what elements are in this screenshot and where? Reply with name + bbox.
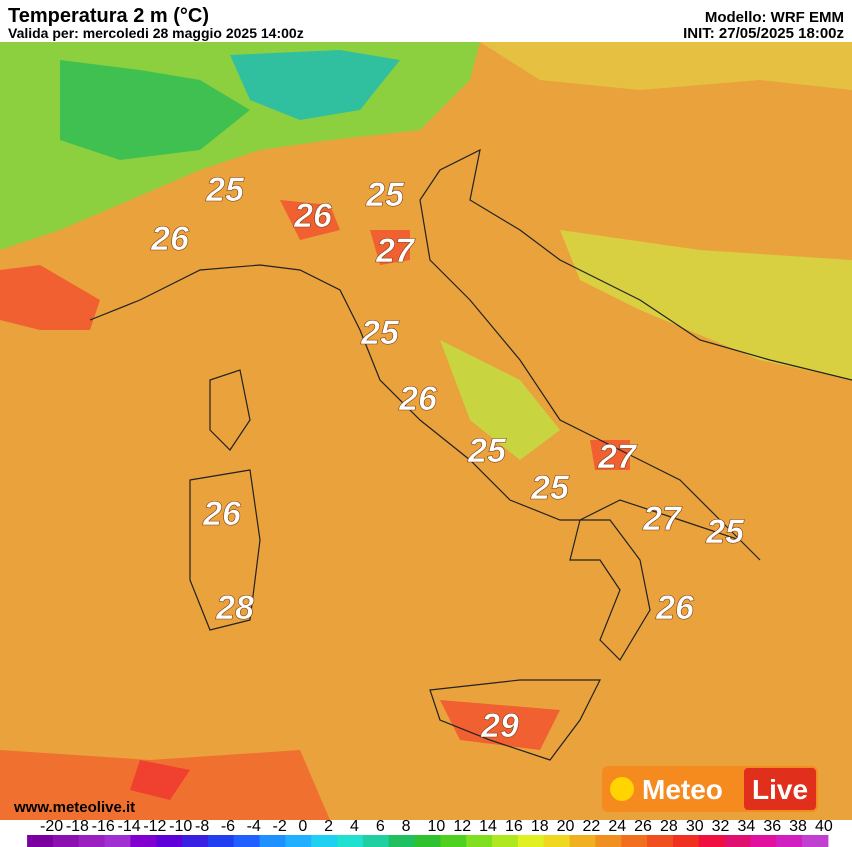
title: Temperatura 2 m (°C) xyxy=(8,5,209,27)
city-labels: 25 26 26 25 27 25 26 25 27 25 27 25 26 28 26 29 xyxy=(150,171,746,746)
colorbar-swatch xyxy=(724,835,751,847)
colorbar-label: -2 xyxy=(273,818,287,835)
colorbar-swatch xyxy=(311,835,338,847)
colorbar-label: 4 xyxy=(350,818,359,835)
colorbar-label: -18 xyxy=(66,818,89,835)
colorbar-swatch xyxy=(362,835,390,847)
temperature-label: 27 xyxy=(597,438,638,476)
colorbar-swatch xyxy=(27,835,54,847)
colorbar-swatch xyxy=(647,835,674,847)
colorbar: -20 -18 -16 -14 -12 -10 -8 -6 -4 -2 0 2 4 6 8 10 12 14 16 1… xyxy=(27,818,833,847)
colorbar-label: 32 xyxy=(712,818,730,835)
colorbar-swatch xyxy=(750,835,777,847)
colorbar-label: -4 xyxy=(247,818,261,835)
colorbar-swatch xyxy=(543,835,571,847)
coastlines xyxy=(89,148,852,761)
colorbar-label: -12 xyxy=(143,818,166,835)
colorbar-swatch xyxy=(776,835,803,847)
colorbar-label: 34 xyxy=(738,818,756,835)
temperature-label: 26 xyxy=(655,589,695,627)
colorbar-swatch xyxy=(802,835,829,847)
temperature-label: 27 xyxy=(642,500,683,538)
logo: Meteo Live xyxy=(602,766,818,812)
colorbar-label: 28 xyxy=(660,818,678,835)
colorbar-label: 0 xyxy=(298,818,307,835)
colorbar-swatch xyxy=(672,835,700,847)
colorbar-label: 12 xyxy=(453,818,471,835)
logo-meteo: Meteo xyxy=(642,774,723,805)
temperature-label: 28 xyxy=(215,589,254,627)
colorbar-swatch xyxy=(285,835,312,847)
colorbar-label: -10 xyxy=(169,818,192,835)
colorbar-label: 38 xyxy=(789,818,807,835)
temperature-label: 26 xyxy=(398,380,438,418)
colorbar-label: -16 xyxy=(92,818,115,835)
temperature-label: 25 xyxy=(205,171,245,209)
colorbar-label: 2 xyxy=(324,818,333,835)
colorbar-swatch xyxy=(517,835,545,847)
colorbar-label: 18 xyxy=(531,818,549,835)
temperature-label: 26 xyxy=(150,220,190,258)
valid-time: Valida per: mercoledi 28 maggio 2025 14:… xyxy=(8,25,304,41)
temperature-label: 29 xyxy=(480,707,519,745)
colorbar-swatch xyxy=(182,835,209,847)
temperature-label: 25 xyxy=(360,314,400,352)
website: www.meteolive.it xyxy=(13,799,135,816)
temperature-label: 25 xyxy=(365,176,405,214)
colorbar-swatch xyxy=(259,835,286,847)
temperature-patches xyxy=(0,42,852,820)
colorbar-label: -6 xyxy=(221,818,235,835)
header-band xyxy=(0,0,852,42)
colorbar-label: 8 xyxy=(402,818,411,835)
colorbar-swatch xyxy=(207,835,235,847)
colorbar-label: 26 xyxy=(634,818,652,835)
colorbar-swatch xyxy=(466,835,493,847)
temperature-label: 25 xyxy=(530,469,570,507)
colorbar-label: 24 xyxy=(608,818,626,835)
colorbar-label: 30 xyxy=(686,818,704,835)
logo-live: Live xyxy=(752,774,808,805)
colorbar-swatch xyxy=(130,835,157,847)
colorbar-label: 6 xyxy=(376,818,385,835)
colorbar-swatch xyxy=(337,835,364,847)
colorbar-label: 36 xyxy=(763,818,781,835)
colorbar-label: 10 xyxy=(428,818,446,835)
colorbar-label: -20 xyxy=(40,818,63,835)
init-time: INIT: 27/05/2025 18:00z xyxy=(683,25,844,42)
colorbar-swatch xyxy=(78,835,106,847)
colorbar-label: -8 xyxy=(195,818,209,835)
logo-live-box xyxy=(744,768,816,810)
temperature-label: 26 xyxy=(202,495,242,533)
model: Modello: WRF EMM xyxy=(705,9,844,26)
colorbar-swatch xyxy=(492,835,519,847)
temperature-label: 26 xyxy=(293,197,333,235)
colorbar-swatch xyxy=(52,835,80,847)
colorbar-swatch xyxy=(104,835,131,847)
colorbar-label: 16 xyxy=(505,818,523,835)
colorbar-swatch xyxy=(388,835,416,847)
colorbar-label: 20 xyxy=(557,818,575,835)
temperature-label: 25 xyxy=(705,513,745,551)
colorbar-label: 40 xyxy=(815,818,833,835)
colorbar-swatch xyxy=(698,835,726,847)
colorbar-swatch xyxy=(233,835,261,847)
colorbar-swatch xyxy=(621,835,648,847)
temperature-label: 27 xyxy=(375,232,416,270)
colorbar-label: -14 xyxy=(118,818,141,835)
colorbar-label: 22 xyxy=(583,818,601,835)
colorbar-swatch xyxy=(440,835,467,847)
logo-sun xyxy=(610,777,634,801)
temperature-label: 25 xyxy=(467,432,507,470)
colorbar-swatch xyxy=(414,835,441,847)
colorbar-swatch xyxy=(156,835,183,847)
colorbar-label: 14 xyxy=(479,818,497,835)
colorbar-swatch xyxy=(595,835,622,847)
colorbar-swatch xyxy=(569,835,596,847)
